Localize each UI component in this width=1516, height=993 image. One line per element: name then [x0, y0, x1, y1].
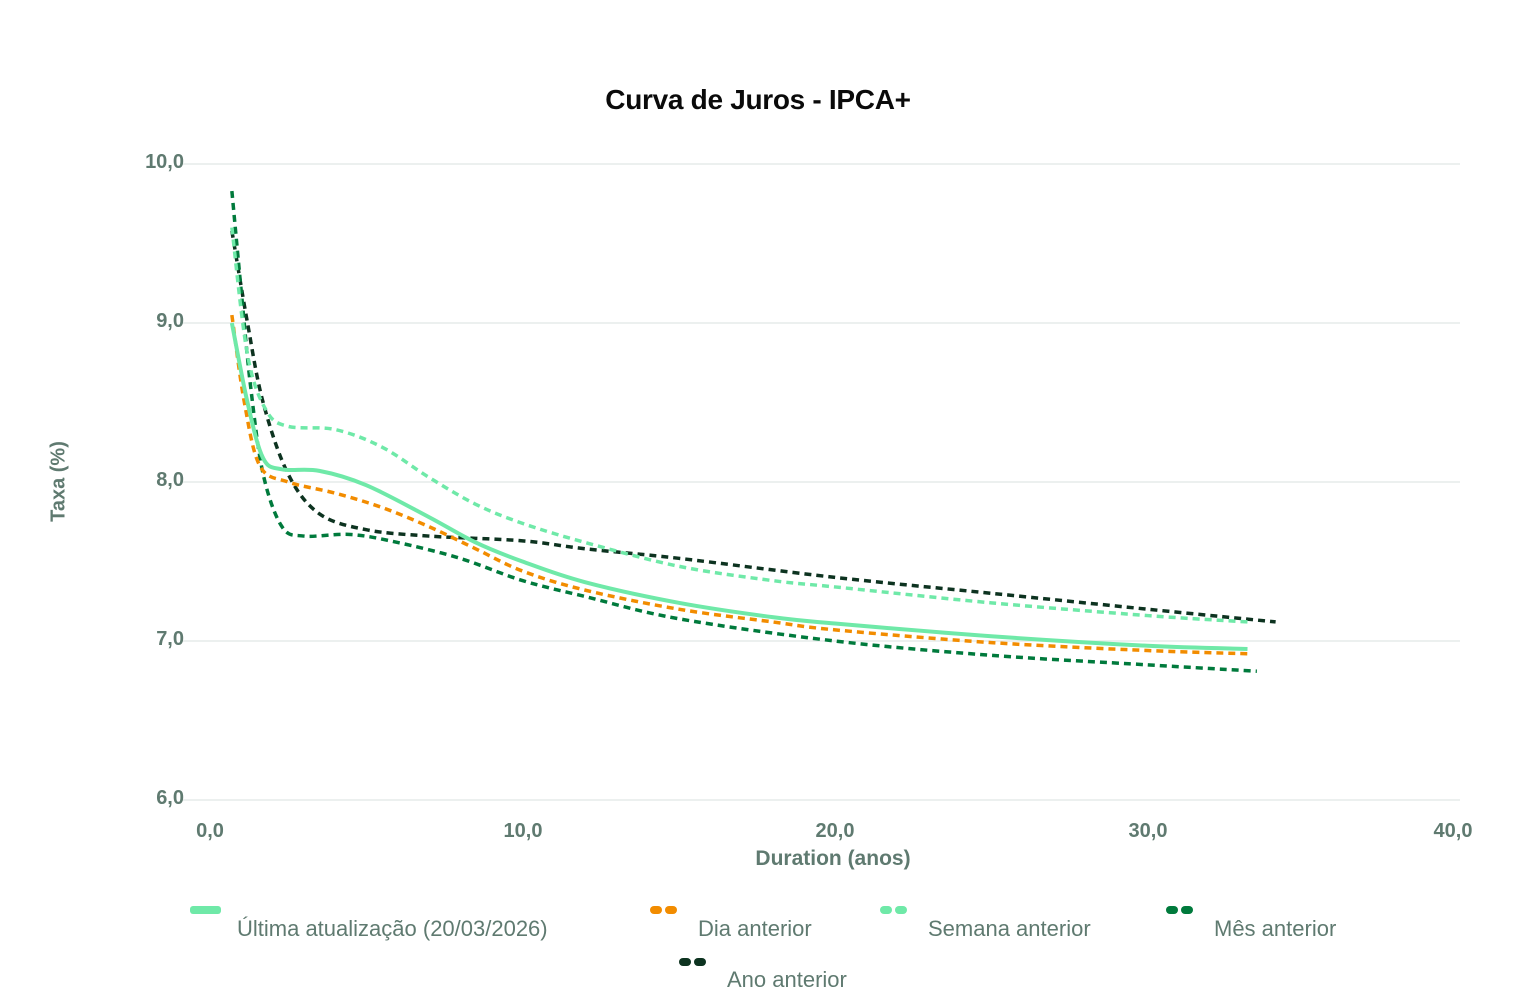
legend-label: Ano anterior	[727, 967, 847, 992]
legend-label: Mês anterior	[1214, 916, 1337, 941]
legend-label: Última atualização (20/03/2026)	[237, 916, 548, 941]
x-tick-label: 20,0	[815, 820, 855, 842]
legend-dash-icon	[895, 906, 907, 914]
x-tick-label: 40,0	[1433, 820, 1473, 842]
legend-label: Semana anterior	[928, 916, 1091, 941]
y-tick-label: 6,0	[156, 787, 184, 809]
series-line	[230, 190, 1257, 673]
y-tick-label: 7,0	[156, 628, 184, 650]
chart-title: Curva de Juros - IPCA+	[605, 84, 911, 115]
x-tick-label: 30,0	[1128, 820, 1168, 842]
legend-dash-icon	[679, 958, 691, 966]
legend-label: Dia anterior	[698, 916, 812, 941]
series-line	[230, 230, 1276, 624]
series-lines	[229, 190, 1276, 673]
x-tick-label: 10,0	[503, 820, 543, 842]
series-line	[230, 314, 1248, 656]
y-axis-title: Taxa (%)	[47, 441, 70, 522]
x-tick-label: 0,0	[196, 820, 224, 842]
legend-dash-icon	[694, 958, 706, 966]
x-axis-title: Duration (anos)	[755, 847, 911, 870]
series-line	[229, 322, 1248, 651]
series-line	[230, 227, 1248, 624]
legend-solid-line-icon	[190, 906, 221, 914]
legend-dash-icon	[650, 906, 662, 914]
legend-dash-icon	[1181, 906, 1193, 914]
legend-dash-icon	[1166, 906, 1178, 914]
y-tick-label: 10,0	[145, 151, 184, 173]
legend-dash-icon	[880, 906, 892, 914]
y-tick-label: 9,0	[156, 310, 184, 332]
gridlines	[180, 163, 1460, 801]
y-tick-label: 8,0	[156, 469, 184, 491]
legend-dash-icon	[665, 906, 677, 914]
